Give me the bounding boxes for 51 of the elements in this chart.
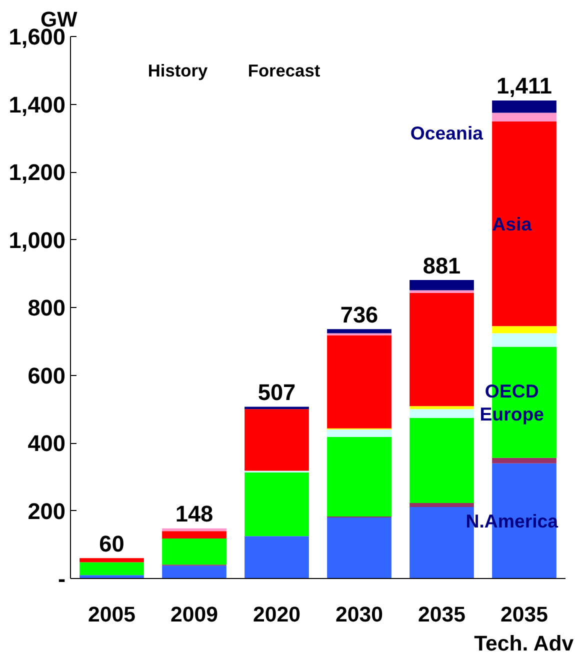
total-label: 736: [340, 301, 378, 328]
y-tick-label: 200: [28, 498, 66, 524]
bar: [327, 429, 392, 437]
bar: [492, 326, 556, 334]
bar: [327, 329, 392, 334]
bar: [327, 436, 392, 517]
bar: [492, 122, 556, 326]
bar: [492, 333, 556, 347]
bar: [410, 502, 474, 508]
bar: [410, 418, 474, 503]
total-label: 148: [175, 500, 214, 527]
bar: [492, 112, 556, 122]
annotation: Forecast: [248, 60, 320, 80]
bar: [244, 472, 309, 536]
y-tick-label: 1,000: [8, 226, 66, 253]
series-label: Asia: [492, 213, 532, 234]
bar: [410, 406, 474, 410]
y-tick-label: 800: [28, 294, 66, 320]
bar: [410, 292, 474, 406]
bar: [492, 100, 556, 113]
total-label: 507: [258, 378, 296, 405]
bar: [492, 458, 556, 464]
x-tick-label: 2009: [170, 602, 218, 626]
bar: [410, 290, 474, 293]
bar: [410, 280, 474, 290]
bar: [80, 562, 144, 576]
annotation: History: [148, 60, 208, 80]
x-tick-label: 2030: [336, 602, 383, 626]
series-label: Oceania: [410, 122, 484, 144]
bar: [244, 409, 309, 471]
bar: [410, 409, 474, 418]
bar: [244, 536, 309, 578]
y-tick-label: 600: [28, 362, 66, 388]
bar: [162, 531, 226, 539]
bar: [327, 518, 392, 578]
total-label: 1,411: [496, 72, 552, 99]
x-tick-label: 2035 Tech. Adv: [474, 602, 574, 656]
x-tick-label: 2005: [88, 602, 136, 626]
y-tick-label: 1,400: [8, 91, 66, 118]
y-tick-label: 1,200: [8, 159, 66, 185]
bar: [327, 335, 392, 428]
bar: [162, 528, 226, 532]
total-label: 881: [422, 252, 461, 278]
y-tick-label: 400: [28, 430, 66, 456]
total-label: 60: [99, 530, 124, 556]
x-tick-label: 2020: [253, 602, 300, 626]
x-tick-label: 2035: [418, 602, 466, 626]
bar: [80, 558, 144, 562]
bar: [162, 538, 226, 565]
bar: [162, 566, 226, 578]
y-tick-label: -: [58, 566, 66, 592]
